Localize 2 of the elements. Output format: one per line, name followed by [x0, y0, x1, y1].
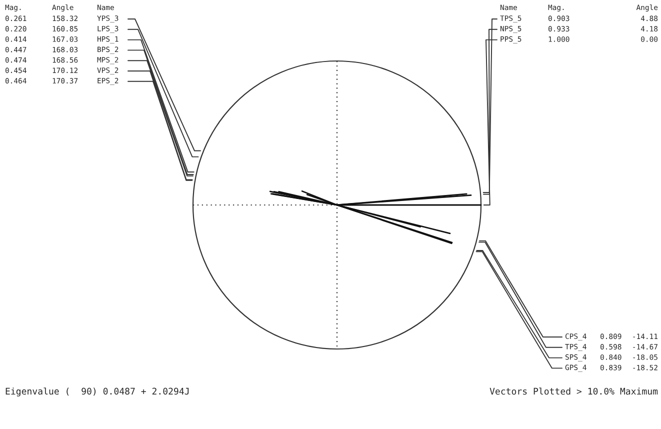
- text: Vectors Plotted > 10.0% Maximum: [490, 388, 658, 395]
- text: Eigenvalue ( 90) 0.0487 + 2.0294J: [6, 388, 189, 396]
